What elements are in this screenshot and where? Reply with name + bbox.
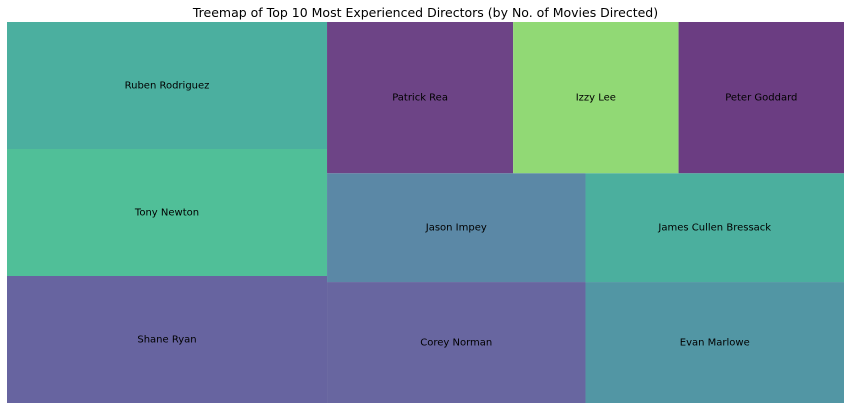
treemap-cell-tony-newton (7, 149, 328, 276)
treemap-cells: Shane Ryan Tony Newton Ruben Rodriguez Core… (7, 22, 844, 403)
treemap-cell-shane-ryan (7, 276, 328, 403)
treemap-label-evan-marlowe: Evan Marlowe (680, 338, 750, 349)
treemap-label-peter-goddard: Peter Goddard (725, 93, 797, 104)
treemap-cell-evan-marlowe (585, 282, 844, 403)
treemap-cell-izzy-lee (513, 22, 679, 174)
treemap-label-izzy-lee: Izzy Lee (576, 93, 616, 104)
treemap-cell-corey-norman (327, 282, 586, 403)
treemap-cell-patrick-rea (327, 22, 514, 174)
treemap-label-ruben-rodriguez: Ruben Rodriguez (125, 81, 210, 92)
treemap-label-patrick-rea: Patrick Rea (392, 93, 448, 104)
treemap-cell-jason-impey (327, 173, 586, 283)
treemap-cell-peter-goddard (678, 22, 844, 174)
treemap-cell-ruben-rodriguez (7, 22, 328, 149)
chart-title: Treemap of Top 10 Most Experienced Direc… (192, 5, 659, 20)
treemap-label-james-cullen-bressack: James Cullen Bressack (657, 223, 771, 234)
treemap-label-shane-ryan: Shane Ryan (137, 335, 196, 346)
treemap-cell-james-cullen-bressack (585, 173, 844, 283)
treemap-label-tony-newton: Tony Newton (134, 208, 199, 219)
treemap-label-corey-norman: Corey Norman (420, 338, 492, 349)
treemap-label-jason-impey: Jason Impey (425, 223, 487, 234)
